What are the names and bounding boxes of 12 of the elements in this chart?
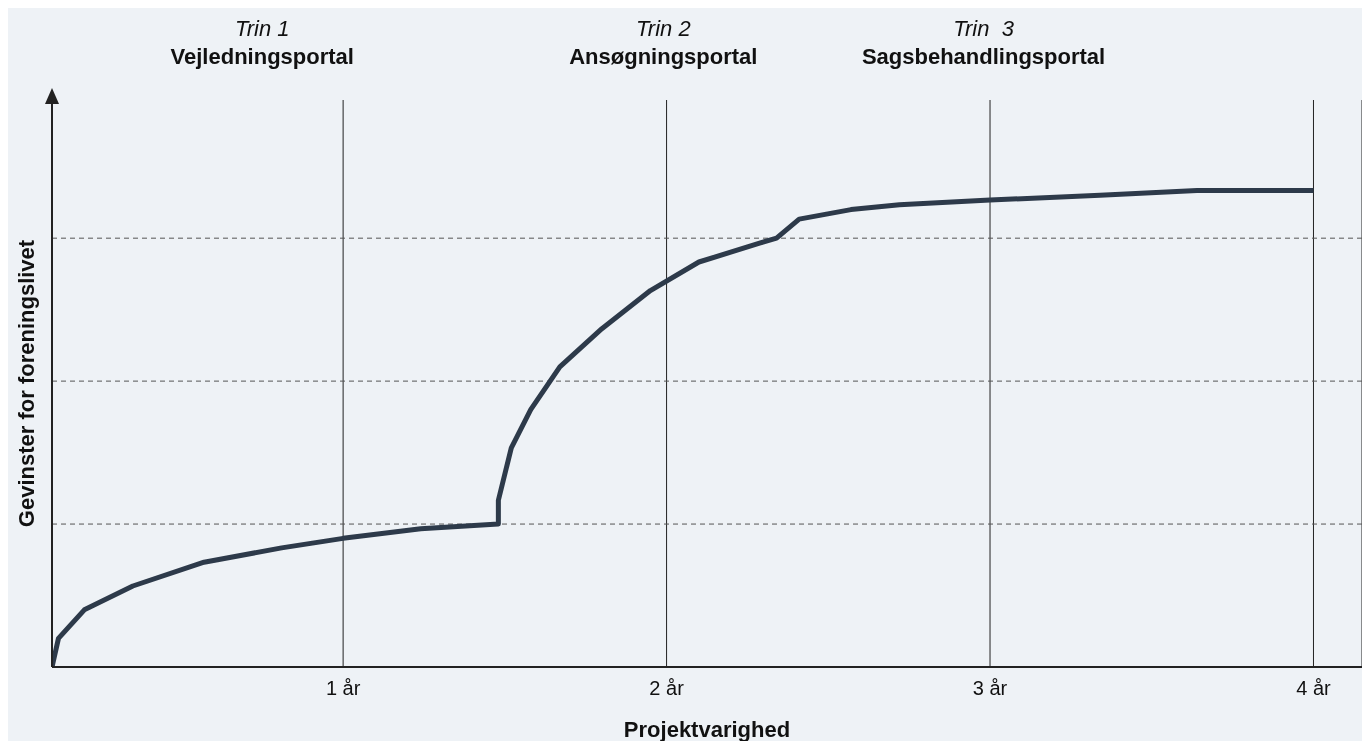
y-axis-title: Gevinster for foreningslivet (13, 239, 39, 528)
text: Trin 1 (233, 16, 291, 42)
text: Vejledningsportal (169, 44, 355, 70)
x-axis-title: Projektvarighed (623, 717, 791, 742)
text: Sagsbehandlingsportal (860, 44, 1107, 70)
text: Ansøgningsportal (568, 44, 759, 70)
x-tick-label: 2 år (649, 677, 685, 700)
x-tick-label: 1 år (325, 677, 361, 700)
text: Trin 2 (635, 16, 692, 42)
x-tick-label: 3 år (972, 677, 1008, 700)
text: Trin 3 (952, 16, 1015, 42)
x-tick-label: 4 år (1296, 677, 1332, 700)
